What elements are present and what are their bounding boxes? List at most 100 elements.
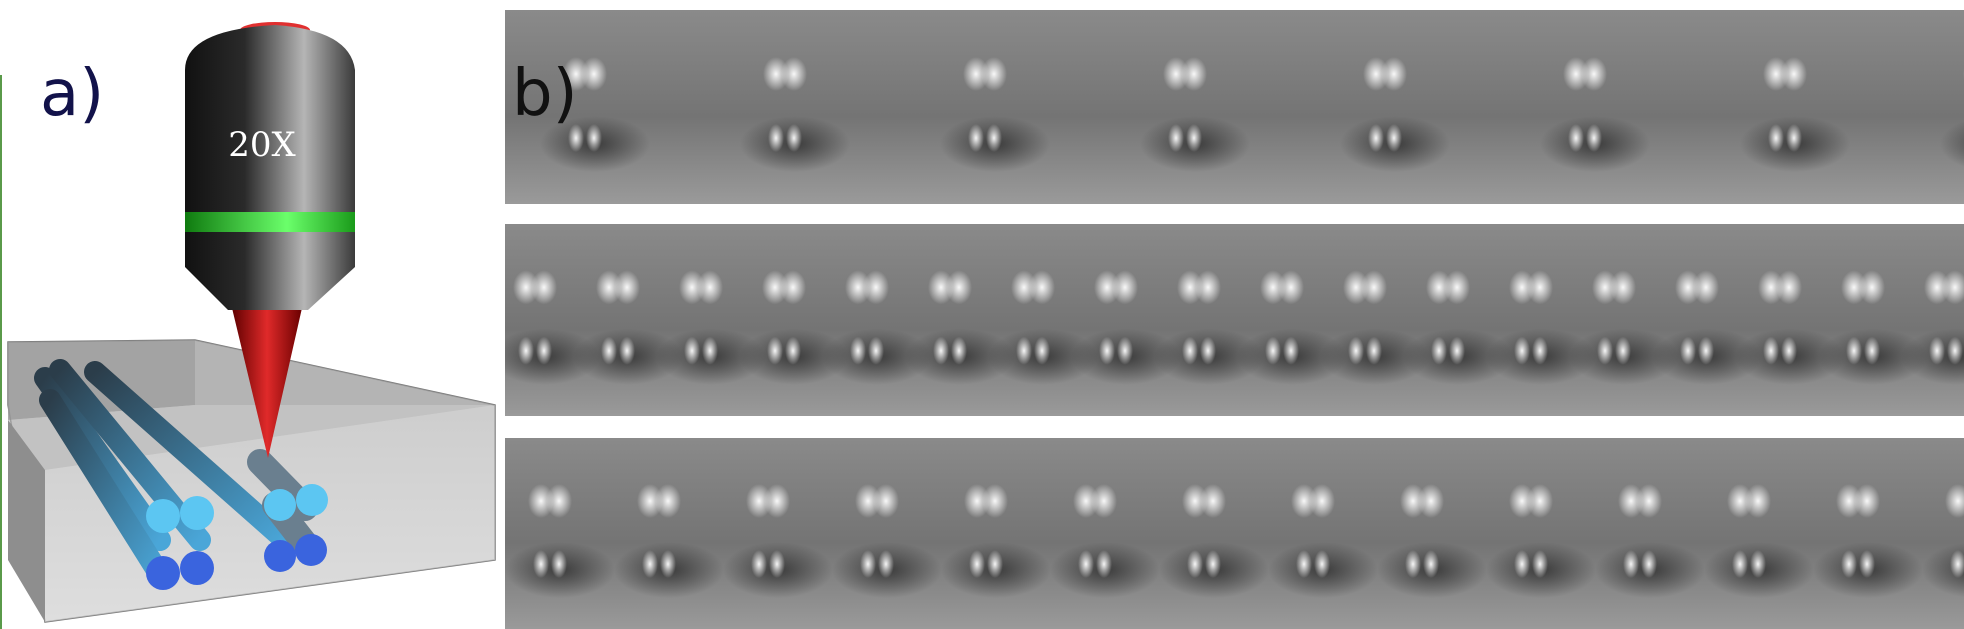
lower-spot <box>1768 124 1784 153</box>
lower-spot <box>684 336 700 365</box>
lower-spot <box>1763 336 1779 365</box>
lower-spot <box>1078 550 1094 579</box>
upper-spot <box>1781 57 1807 92</box>
upper-spot <box>1509 270 1535 305</box>
lower-spot <box>1859 550 1875 579</box>
upper-spot <box>1841 270 1867 305</box>
upper-spot <box>1361 270 1387 305</box>
upper-spot <box>764 484 790 519</box>
lower-spot <box>642 550 658 579</box>
lower-spot <box>1182 336 1198 365</box>
upper-spot <box>563 57 589 92</box>
lower-spot <box>601 336 617 365</box>
upper-spot <box>1727 484 1753 519</box>
lower-spot <box>785 336 801 365</box>
lower-spot <box>969 550 985 579</box>
lower-spot <box>533 550 549 579</box>
upper-spot <box>697 270 723 305</box>
lower-spot <box>1786 124 1802 153</box>
upper-spot <box>1343 270 1369 305</box>
lower-spot <box>987 550 1003 579</box>
upper-spot <box>1945 484 1964 519</box>
upper-spot <box>762 270 788 305</box>
microscopy-strip-2 <box>505 224 1964 416</box>
microscope-objective <box>185 22 355 310</box>
lower-spot <box>1568 124 1584 153</box>
strip-2-image <box>505 224 1964 416</box>
lower-spot <box>1615 336 1631 365</box>
lower-spot <box>878 550 894 579</box>
lower-spot <box>660 550 676 579</box>
laser-cone <box>232 308 302 458</box>
lower-spot <box>986 124 1002 153</box>
objective-magnification: 20X <box>228 125 296 165</box>
upper-spot <box>1745 484 1771 519</box>
lower-spot <box>1680 336 1696 365</box>
lower-spot <box>1532 336 1548 365</box>
lower-spot <box>1431 336 1447 365</box>
upper-spot <box>963 57 989 92</box>
upper-spot <box>1112 270 1138 305</box>
upper-spot <box>1859 270 1885 305</box>
upper-spot <box>863 270 889 305</box>
upper-spot <box>780 270 806 305</box>
upper-spot <box>763 57 789 92</box>
upper-spot <box>1444 270 1470 305</box>
upper-spot <box>1763 57 1789 92</box>
upper-spot <box>1776 270 1802 305</box>
upper-spot <box>1563 57 1589 92</box>
upper-spot <box>1177 270 1203 305</box>
upper-spot <box>982 484 1008 519</box>
upper-spot <box>1181 57 1207 92</box>
upper-spot <box>1163 57 1189 92</box>
lower-spot <box>1623 550 1639 579</box>
lower-spot <box>1947 336 1963 365</box>
lower-spot <box>1366 336 1382 365</box>
upper-spot <box>1011 270 1037 305</box>
upper-spot <box>1527 270 1553 305</box>
lower-spot <box>933 336 949 365</box>
upper-spot <box>855 484 881 519</box>
microscopy-strip-1 <box>505 10 1964 204</box>
upper-spot <box>679 270 705 305</box>
upper-spot <box>928 270 954 305</box>
lower-spot <box>568 124 584 153</box>
panel-a-illustration: 20X <box>7 22 496 623</box>
upper-spot <box>1400 484 1426 519</box>
lower-spot <box>767 336 783 365</box>
upper-spot <box>581 57 607 92</box>
upper-spot <box>1381 57 1407 92</box>
upper-spot <box>596 270 622 305</box>
upper-spot <box>746 484 772 519</box>
microscopy-strip-3 <box>505 438 1964 629</box>
upper-spot <box>1758 270 1784 305</box>
lower-spot <box>1168 124 1184 153</box>
upper-spot <box>1260 270 1286 305</box>
upper-spot <box>1073 484 1099 519</box>
lower-spot <box>1368 124 1384 153</box>
lower-spot <box>1034 336 1050 365</box>
upper-spot <box>1094 270 1120 305</box>
lower-spot <box>1205 550 1221 579</box>
lower-spot <box>702 336 718 365</box>
lower-spot <box>1096 550 1112 579</box>
lower-spot <box>1283 336 1299 365</box>
upper-spot <box>946 270 972 305</box>
upper-spot <box>1675 270 1701 305</box>
lower-spot <box>1950 550 1964 579</box>
lower-spot <box>1186 124 1202 153</box>
lower-spot <box>1732 550 1748 579</box>
lower-spot <box>619 336 635 365</box>
upper-spot <box>1581 57 1607 92</box>
lower-spot <box>1296 550 1312 579</box>
lower-spot <box>1423 550 1439 579</box>
lower-spot <box>1597 336 1613 365</box>
upper-spot <box>1942 270 1964 305</box>
lower-spot <box>1514 336 1530 365</box>
upper-spot <box>1278 270 1304 305</box>
upper-spot <box>1200 484 1226 519</box>
upper-spot <box>614 270 640 305</box>
upper-spot <box>1854 484 1880 519</box>
upper-spot <box>1836 484 1862 519</box>
upper-spot <box>1527 484 1553 519</box>
